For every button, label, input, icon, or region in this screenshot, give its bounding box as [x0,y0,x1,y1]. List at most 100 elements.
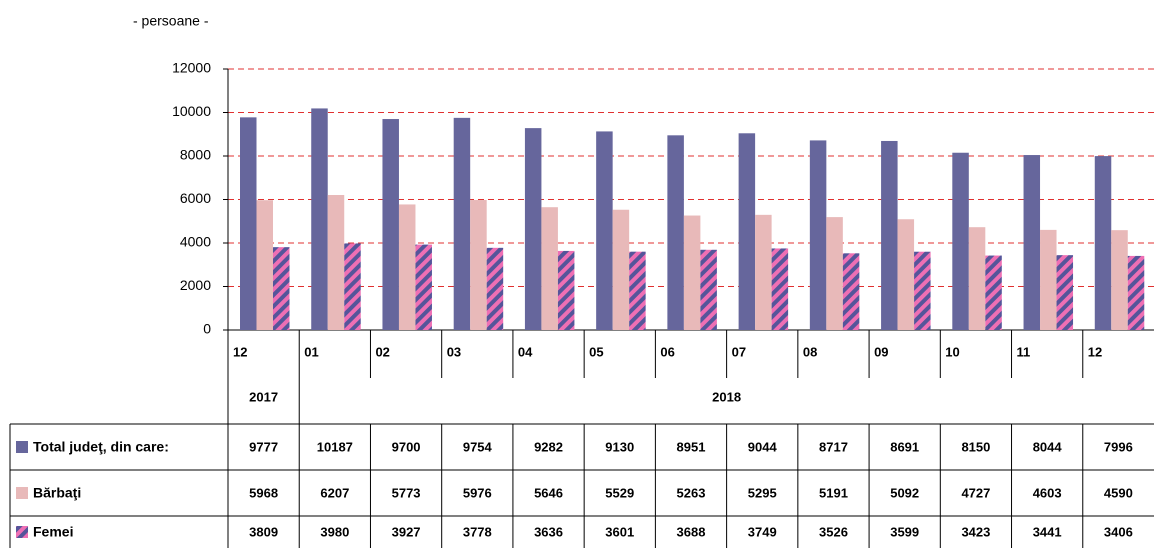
bar [771,248,789,330]
table-value: 3778 [463,524,492,539]
y-tick-label: 2000 [180,277,211,293]
bar [683,215,701,330]
table-value: 3980 [320,524,349,539]
table-value: 9130 [605,439,634,454]
table-value: 8150 [961,439,990,454]
legend-label: Total judeţ, din care: [33,439,169,455]
bar [952,152,969,330]
x-tick-label: 09 [874,344,888,359]
x-tick-label: 03 [447,344,461,359]
table-value: 3423 [961,524,990,539]
bar [327,194,345,330]
legend-label: Bărbaţi [33,485,81,501]
bar [557,250,575,330]
table-value: 3927 [392,524,421,539]
legend-swatch [16,487,28,499]
y-tick-label: 6000 [180,190,211,206]
bar [897,219,915,330]
table-value: 9044 [748,439,778,454]
bar [700,249,717,330]
table-value: 9777 [249,439,278,454]
table-value: 5295 [748,485,777,500]
table-value: 5646 [534,485,563,500]
legend-swatch [16,526,28,538]
bar [968,227,986,330]
table-value: 3749 [748,524,777,539]
bar [985,255,1002,330]
y-tick-label: 10000 [172,103,211,119]
table-value: 9754 [463,439,493,454]
bar [1111,230,1128,330]
bar [667,135,684,330]
table-value: 5773 [392,485,421,500]
bar [881,140,898,330]
bar [596,131,613,330]
y-tick-label: 8000 [180,147,211,163]
y-tick-label: 12000 [172,60,211,76]
table-value: 4590 [1104,485,1133,500]
bar [842,253,860,330]
bar [826,217,843,330]
x-tick-label: 04 [518,344,533,359]
table-value: 4727 [961,485,990,500]
bar [541,207,558,330]
bar [809,140,827,330]
table-value: 9700 [392,439,421,454]
bar [240,117,257,330]
year-label: 2017 [249,389,278,404]
legend-swatch [16,441,28,453]
y-tick-label: 4000 [180,234,211,250]
bar [398,204,416,330]
table-value: 3601 [605,524,634,539]
table-value: 8691 [890,439,919,454]
table-value: 3599 [890,524,919,539]
year-label: 2018 [712,389,741,404]
x-tick-label: 06 [660,344,674,359]
table-value: 10187 [317,439,353,454]
bar [1023,155,1041,330]
table-value: 5191 [819,485,848,500]
table-value: 5968 [249,485,278,500]
bar [1094,156,1112,330]
bar [311,108,328,331]
bar [273,247,290,330]
table-value: 9282 [534,439,563,454]
table-value: 3636 [534,524,563,539]
x-tick-label: 01 [304,344,318,359]
bar [486,247,504,330]
bar [1127,255,1145,330]
x-tick-label: 10 [945,344,959,359]
bar [453,117,471,331]
y-axis-label: - persoane - [133,13,209,29]
table-value: 5263 [677,485,706,500]
bar [914,251,931,330]
bar [738,133,756,330]
y-tick-label: 0 [203,321,211,337]
x-tick-label: 05 [589,344,603,359]
bar [344,243,361,330]
bar [470,200,487,330]
table-value: 3809 [249,524,278,539]
bar [415,244,432,330]
table-value: 5529 [605,485,634,500]
x-tick-label: 11 [1017,344,1031,359]
bar [1040,229,1057,330]
table-value: 6207 [320,485,349,500]
x-tick-label: 12 [1088,344,1102,359]
table-value: 7996 [1104,439,1133,454]
x-tick-label: 12 [233,344,247,359]
table-value: 5976 [463,485,492,500]
x-tick-label: 08 [803,344,817,359]
table-value: 4603 [1033,485,1062,500]
table-value: 5092 [890,485,919,500]
bar [382,119,399,331]
bar [1056,255,1074,330]
table-value: 8951 [677,439,706,454]
table-value: 8717 [819,439,848,454]
bar [629,251,646,330]
table-value: 3526 [819,524,848,539]
x-tick-label: 02 [375,344,389,359]
bar [256,200,273,330]
bar [755,214,772,330]
